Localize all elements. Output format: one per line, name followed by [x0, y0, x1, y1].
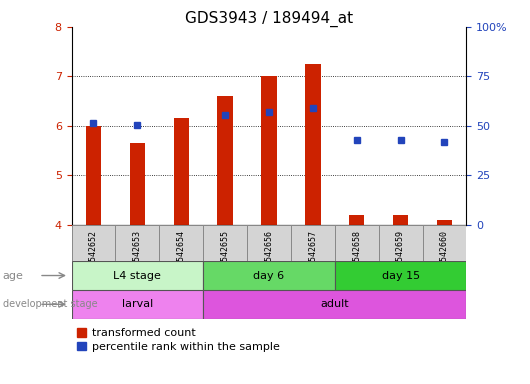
- Text: day 15: day 15: [382, 270, 420, 281]
- Text: L4 stage: L4 stage: [113, 270, 161, 281]
- Text: GSM542658: GSM542658: [352, 230, 361, 275]
- Text: GSM542657: GSM542657: [308, 230, 317, 275]
- Text: development stage: development stage: [3, 299, 98, 310]
- Text: GSM542652: GSM542652: [89, 230, 98, 275]
- Bar: [72, 261, 203, 290]
- Text: GSM542653: GSM542653: [133, 230, 142, 275]
- Bar: [393, 215, 408, 225]
- Bar: [72, 225, 116, 261]
- Bar: [335, 261, 466, 290]
- Bar: [203, 225, 247, 261]
- Bar: [305, 64, 321, 225]
- Text: GSM542655: GSM542655: [220, 230, 229, 275]
- Bar: [217, 96, 233, 225]
- Text: day 6: day 6: [253, 270, 285, 281]
- Bar: [160, 225, 203, 261]
- Bar: [261, 76, 277, 225]
- Text: GSM542659: GSM542659: [396, 230, 405, 275]
- Bar: [130, 143, 145, 225]
- Bar: [378, 225, 422, 261]
- Legend: transformed count, percentile rank within the sample: transformed count, percentile rank withi…: [77, 328, 279, 352]
- Title: GDS3943 / 189494_at: GDS3943 / 189494_at: [185, 11, 353, 27]
- Text: GSM542656: GSM542656: [264, 230, 273, 275]
- Bar: [86, 126, 101, 225]
- Bar: [291, 225, 335, 261]
- Text: GSM542654: GSM542654: [176, 230, 186, 275]
- Bar: [422, 225, 466, 261]
- Bar: [173, 118, 189, 225]
- Bar: [247, 225, 291, 261]
- Bar: [437, 220, 452, 225]
- Bar: [116, 225, 160, 261]
- Bar: [203, 290, 466, 319]
- Bar: [72, 290, 203, 319]
- Text: larval: larval: [122, 299, 153, 310]
- Bar: [349, 215, 365, 225]
- Bar: [335, 225, 378, 261]
- Text: age: age: [3, 270, 23, 281]
- Bar: [203, 261, 335, 290]
- Text: GSM542660: GSM542660: [440, 230, 449, 275]
- Text: adult: adult: [321, 299, 349, 310]
